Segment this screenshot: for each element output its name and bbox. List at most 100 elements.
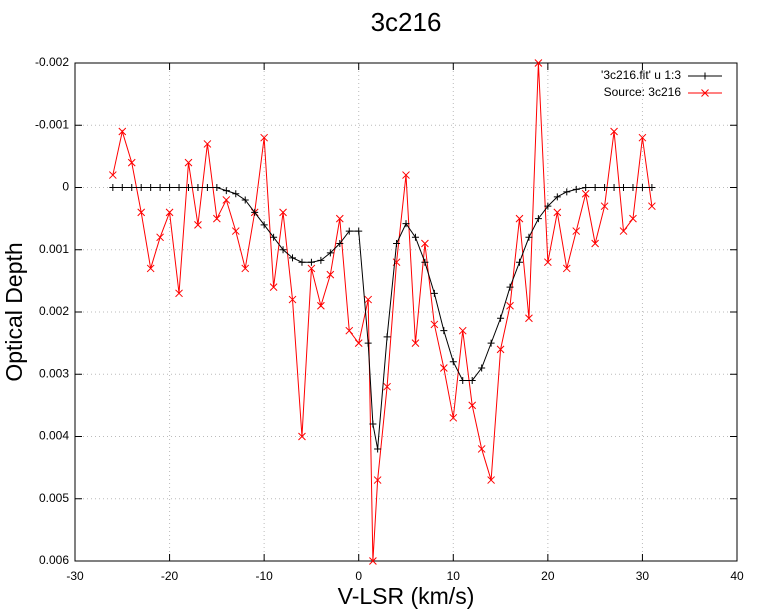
data-point [600,202,609,211]
data-point [184,158,193,167]
data-point [270,233,278,241]
data-point [458,326,467,335]
x-tick-label: 0 [355,569,362,583]
data-point [336,240,344,248]
data-point [146,264,155,273]
series-line [112,187,652,450]
data-point [487,339,495,347]
legend-label: Source: 3c216 [604,85,682,99]
data-point [534,215,542,223]
data-point [166,184,174,191]
x-tick-label: 10 [447,569,461,583]
data-point [298,432,306,441]
data-point [194,220,202,229]
data-point [506,301,514,310]
data-point [610,127,618,136]
data-point [638,184,646,191]
data-point [175,289,183,298]
data-point [439,364,448,372]
data-point [496,345,505,354]
y-tick-label: 0.003 [39,366,69,380]
data-point [156,233,164,242]
data-point [203,140,212,148]
y-tick-label: 0.001 [39,242,69,256]
data-point [137,208,146,217]
y-tick-label: -0.002 [35,55,69,69]
data-point [354,339,363,347]
data-point [506,283,514,291]
data-point [440,327,448,335]
data-point [553,208,562,217]
data-point [544,258,552,267]
data-point [213,184,221,191]
data-point [127,158,136,167]
data-point [298,258,306,266]
data-point [279,208,287,217]
data-point [364,295,373,304]
data-point [449,413,458,422]
data-point [194,184,202,191]
x-tick-label: -20 [161,569,179,583]
data-point [393,240,401,248]
data-point [515,258,523,266]
chart-title: 3c216 [371,7,442,37]
data-point [118,184,126,191]
data-point [449,358,457,366]
data-point [582,184,590,191]
data-point [402,171,410,179]
data-point [620,184,628,191]
x-tick-label: 30 [636,569,650,583]
data-point [563,188,571,196]
x-tick-label: 40 [730,569,744,583]
data-point [241,196,249,204]
data-point [383,382,391,391]
y-tick-label: 0 [62,180,69,194]
data-point [222,196,231,204]
data-point [581,189,590,198]
data-point [402,220,410,228]
x-tick-label: 20 [541,569,555,583]
data-point [289,254,297,262]
data-point [241,264,250,273]
data-point [288,295,297,304]
y-tick-label: 0.006 [39,553,69,567]
data-point [619,227,628,235]
data-point [369,557,377,565]
data-point [165,208,174,217]
data-point [411,233,419,241]
data-point [326,249,334,257]
data-point [374,445,382,453]
data-point [232,190,240,198]
data-point [184,184,192,191]
data-point [534,59,543,67]
y-tick-label: 0.004 [39,429,69,443]
legend-label: '3c216.fit' u 1:3 [601,68,681,82]
data-point [515,214,524,223]
legend-marker [701,89,709,97]
data-point [137,184,145,191]
data-point [459,376,467,384]
data-point [629,214,637,223]
data-point [421,258,429,266]
data-point [279,246,287,254]
data-point [260,133,268,142]
data-point [430,289,438,297]
data-point [373,476,382,484]
data-point [572,185,580,193]
data-point [364,339,372,347]
x-tick-label: -30 [66,569,84,583]
y-tick-label: -0.001 [35,117,69,131]
data-point [109,184,117,191]
data-point [629,184,637,191]
data-point [601,184,609,191]
plot-frame [74,62,738,562]
data-point [203,184,211,191]
data-point [430,320,439,329]
data-point [478,364,486,372]
data-point [544,202,552,210]
data-point [326,270,335,279]
data-point [231,227,240,235]
y-tick-label: 0.005 [39,491,69,505]
data-point [156,184,164,191]
